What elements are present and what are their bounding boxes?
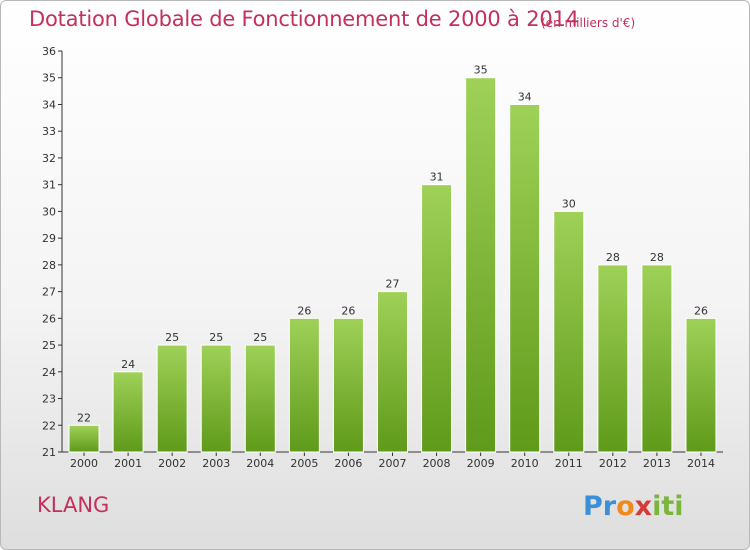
data-label-2000: 22: [77, 411, 91, 424]
x-tick-label-2010: 2010: [511, 457, 539, 470]
data-label-2007: 27: [386, 278, 400, 291]
y-tick-label: 24: [42, 366, 56, 379]
y-tick-label: 21: [42, 446, 56, 459]
bar-2006: [332, 317, 364, 453]
data-label-2013: 28: [650, 251, 664, 264]
y-tick-label: 36: [42, 45, 56, 58]
value-labels: 22 24 25 25 25 26 26 27 31 35 34 30 28 28 26: [77, 64, 708, 425]
bars: [68, 77, 717, 453]
y-tick-label: 26: [42, 312, 56, 325]
y-axis: 21 22 23 24 25 26 27 28 29 30 31 32 33 34 35 36: [42, 45, 63, 459]
data-label-2010: 34: [518, 90, 532, 103]
bar-2009: [465, 77, 497, 453]
y-tick-label: 22: [42, 419, 56, 432]
bar-2011: [553, 210, 585, 453]
y-tick-label: 25: [42, 339, 56, 352]
x-tick-label-2001: 2001: [114, 457, 142, 470]
bar-2002: [156, 344, 188, 453]
x-tick-label-2008: 2008: [423, 457, 451, 470]
x-tick-label-2014: 2014: [687, 457, 715, 470]
chart-subtitle: (en milliers d'€): [541, 16, 636, 30]
x-tick-label-2005: 2005: [290, 457, 318, 470]
x-tick-label-2003: 2003: [202, 457, 230, 470]
chart-title: Dotation Globale de Fonctionnement de 20…: [29, 7, 579, 31]
x-tick-label-2012: 2012: [599, 457, 627, 470]
y-tick-label: 31: [42, 179, 56, 192]
x-tick-label-2006: 2006: [334, 457, 362, 470]
data-label-2003: 25: [209, 331, 223, 344]
bar-2014: [685, 317, 717, 453]
y-tick-label: 27: [42, 286, 56, 299]
bar-2001: [112, 371, 144, 453]
data-label-2005: 26: [297, 304, 311, 317]
x-tick-label-2013: 2013: [643, 457, 671, 470]
proxiti-logo: Proxiti: [583, 491, 684, 522]
y-tick-label: 32: [42, 152, 56, 165]
data-label-2002: 25: [165, 331, 179, 344]
y-tick-label: 35: [42, 72, 56, 85]
y-tick-label: 34: [42, 98, 56, 111]
y-tick-label: 29: [42, 232, 56, 245]
y-tick-label: 23: [42, 393, 56, 406]
data-label-2011: 30: [562, 197, 576, 210]
x-axis: 2000 2001 2002 2003 2004 2005 2006 2007 2008 2009…: [62, 451, 723, 470]
data-label-2008: 31: [430, 171, 444, 184]
data-label-2006: 26: [341, 304, 355, 317]
x-tick-label-2000: 2000: [70, 457, 98, 470]
x-tick-label-2004: 2004: [246, 457, 274, 470]
bar-2013: [641, 264, 673, 453]
data-label-2009: 35: [474, 64, 488, 77]
data-label-2001: 24: [121, 358, 135, 371]
bar-2010: [509, 103, 541, 453]
y-tick-label: 28: [42, 259, 56, 272]
x-tick-label-2009: 2009: [467, 457, 495, 470]
data-label-2004: 25: [253, 331, 267, 344]
data-label-2012: 28: [606, 251, 620, 264]
x-tick-label-2011: 2011: [555, 457, 583, 470]
data-label-2014: 26: [694, 304, 708, 317]
bar-2004: [244, 344, 276, 453]
bar-2003: [200, 344, 232, 453]
y-tick-label: 33: [42, 125, 56, 138]
x-tick-label-2002: 2002: [158, 457, 186, 470]
y-tick-label: 30: [42, 205, 56, 218]
bar-2012: [597, 264, 629, 453]
bar-2005: [288, 317, 320, 453]
x-tick-label-2007: 2007: [379, 457, 407, 470]
bar-2007: [377, 291, 408, 453]
place-name: KLANG: [37, 493, 110, 517]
bar-2000: [68, 424, 100, 453]
bar-2008: [421, 184, 453, 453]
